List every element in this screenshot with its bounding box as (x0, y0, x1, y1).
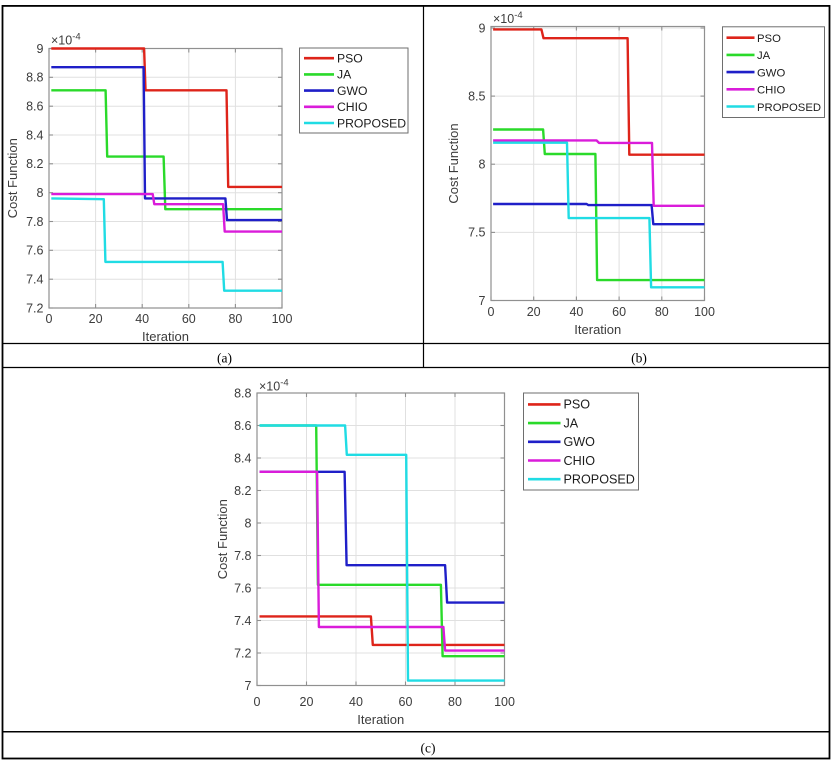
svg-text:7.6: 7.6 (26, 244, 43, 258)
svg-text:Iteration: Iteration (142, 329, 189, 344)
svg-text:100: 100 (272, 312, 293, 326)
svg-text:8.5: 8.5 (468, 89, 485, 103)
svg-text:Iteration: Iteration (574, 322, 621, 337)
svg-text:7.2: 7.2 (26, 301, 43, 315)
svg-text:100: 100 (694, 305, 715, 319)
svg-text:7.4: 7.4 (26, 273, 43, 287)
svg-text:JA: JA (564, 416, 579, 430)
svg-text:7.4: 7.4 (234, 614, 251, 628)
svg-text:CHIO: CHIO (564, 454, 596, 468)
svg-text:(b): (b) (631, 351, 647, 366)
svg-text:8.2: 8.2 (26, 157, 43, 171)
svg-text:Cost Function: Cost Function (215, 499, 230, 579)
svg-text:CHIO: CHIO (337, 100, 367, 114)
svg-text:Iteration: Iteration (357, 712, 404, 727)
svg-text:8.8: 8.8 (26, 71, 43, 85)
svg-text:Cost Function: Cost Function (446, 123, 461, 203)
svg-text:GWO: GWO (337, 84, 367, 98)
svg-text:7.6: 7.6 (234, 581, 251, 595)
svg-text:40: 40 (135, 312, 149, 326)
svg-text:80: 80 (228, 312, 242, 326)
svg-text:40: 40 (569, 305, 583, 319)
svg-text:60: 60 (399, 695, 413, 709)
svg-text:0: 0 (46, 312, 53, 326)
svg-text:8: 8 (37, 186, 44, 200)
svg-text:GWO: GWO (564, 435, 596, 449)
svg-text:7: 7 (245, 679, 252, 693)
svg-text:7.5: 7.5 (468, 226, 485, 240)
svg-text:9: 9 (37, 42, 44, 56)
svg-text:8.8: 8.8 (234, 386, 251, 400)
svg-text:40: 40 (349, 695, 363, 709)
svg-text:80: 80 (655, 305, 669, 319)
svg-text:0: 0 (488, 305, 495, 319)
svg-text:20: 20 (300, 695, 314, 709)
svg-text:8: 8 (479, 158, 486, 172)
svg-text:8.4: 8.4 (234, 451, 251, 465)
svg-text:×10-4: ×10-4 (259, 378, 289, 394)
svg-text:0: 0 (254, 695, 261, 709)
svg-text:GWO: GWO (757, 67, 785, 79)
svg-text:8: 8 (245, 516, 252, 530)
svg-text:×10-4: ×10-4 (51, 32, 81, 48)
svg-text:8.2: 8.2 (234, 484, 251, 498)
svg-text:7.2: 7.2 (234, 646, 251, 660)
svg-text:8.6: 8.6 (234, 419, 251, 433)
svg-text:80: 80 (448, 695, 462, 709)
svg-text:JA: JA (757, 50, 771, 62)
svg-text:20: 20 (527, 305, 541, 319)
svg-text:PSO: PSO (564, 398, 591, 412)
svg-text:60: 60 (612, 305, 626, 319)
svg-text:Cost Function: Cost Function (5, 138, 20, 218)
svg-text:(a): (a) (217, 350, 232, 365)
svg-text:CHIO: CHIO (757, 85, 785, 97)
svg-text:60: 60 (182, 312, 196, 326)
svg-text:8.6: 8.6 (26, 100, 43, 114)
svg-text:9: 9 (479, 21, 486, 35)
svg-text:×10-4: ×10-4 (493, 10, 523, 26)
svg-text:20: 20 (89, 312, 103, 326)
svg-text:(c): (c) (421, 741, 436, 756)
svg-text:PSO: PSO (337, 52, 363, 66)
svg-text:PROPOSED: PROPOSED (564, 473, 635, 487)
svg-text:7: 7 (479, 294, 486, 308)
svg-text:8.4: 8.4 (26, 128, 43, 142)
svg-text:100: 100 (494, 695, 515, 709)
svg-text:7.8: 7.8 (234, 549, 251, 563)
svg-text:PROPOSED: PROPOSED (337, 116, 406, 130)
svg-text:PSO: PSO (757, 33, 781, 45)
svg-text:PROPOSED: PROPOSED (757, 102, 821, 114)
svg-text:7.8: 7.8 (26, 215, 43, 229)
svg-text:JA: JA (337, 68, 352, 82)
